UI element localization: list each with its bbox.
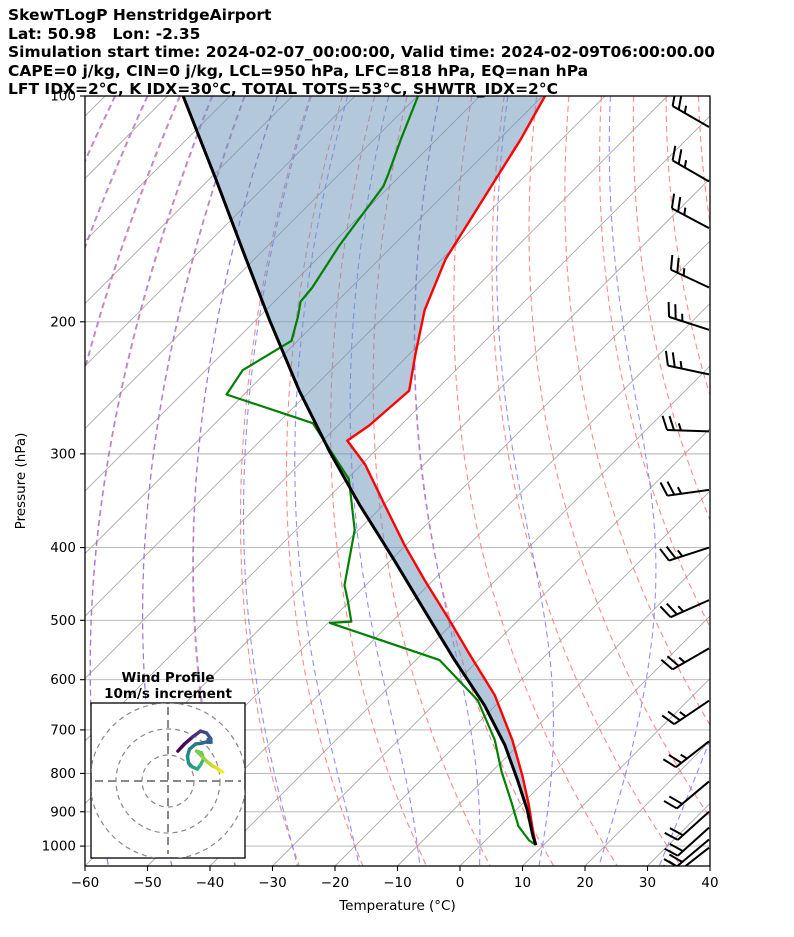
svg-text:−20: −20 — [321, 875, 350, 891]
header-lat-lon: Lat: 50.98 Lon: -2.35 — [8, 24, 201, 43]
svg-text:−40: −40 — [196, 875, 225, 891]
parcel-line — [181, 96, 538, 846]
svg-text:−60: −60 — [71, 875, 100, 891]
svg-text:800: 800 — [50, 766, 76, 782]
svg-text:300: 300 — [50, 446, 76, 462]
hodograph-title: Wind Profile — [121, 670, 214, 686]
svg-text:20: 20 — [576, 875, 593, 891]
svg-text:900: 900 — [50, 804, 76, 820]
svg-text:30: 30 — [639, 875, 656, 891]
svg-text:400: 400 — [50, 540, 76, 556]
hodograph-marker — [206, 737, 213, 744]
svg-text:−50: −50 — [133, 875, 162, 891]
svg-text:700: 700 — [50, 722, 76, 738]
hodograph-trace — [176, 729, 225, 774]
header-sim-time: Simulation start time: 2024-02-07_00:00:… — [8, 43, 716, 61]
hodograph-rings — [91, 703, 245, 858]
x-axis-tick-labels: −60 −50 −40 −30 −20 −10 0 10 20 30 40 — [71, 875, 719, 891]
dewpoint-line — [225, 96, 536, 846]
hodograph-subtitle: 10m/s increment — [104, 686, 232, 702]
temperature-line — [346, 96, 547, 846]
svg-text:100: 100 — [50, 89, 76, 105]
y-axis-ticks — [80, 95, 85, 847]
chart-title: SkewTLogP HenstridgeAirport — [8, 6, 272, 24]
y-axis-label: Pressure (hPa) — [13, 433, 29, 530]
wind-barbs — [659, 96, 710, 866]
svg-text:0: 0 — [456, 875, 465, 891]
x-axis-ticks — [84, 866, 711, 871]
svg-text:40: 40 — [701, 875, 718, 891]
moist-adiabat-lines — [85, 96, 710, 866]
svg-text:1000: 1000 — [42, 839, 76, 855]
y-axis-tick-labels: 100 200 300 400 500 600 700 800 900 1000 — [42, 89, 76, 855]
svg-text:200: 200 — [50, 314, 76, 330]
svg-text:−30: −30 — [258, 875, 287, 891]
header-cape-cin: CAPE=0 j/kg, CIN=0 j/kg, LCL=950 hPa, LF… — [8, 61, 589, 80]
chart-header: SkewTLogP HenstridgeAirport Lat: 50.98 L… — [8, 6, 715, 99]
header-indices: LFT IDX=2°C, K IDX=30°C, TOTAL TOTS=53°C… — [8, 80, 558, 98]
svg-text:−10: −10 — [383, 875, 412, 891]
x-axis-label: Temperature (°C) — [338, 898, 456, 914]
svg-text:10: 10 — [514, 875, 531, 891]
plot-area — [85, 96, 710, 866]
svg-text:500: 500 — [50, 613, 76, 629]
svg-text:600: 600 — [50, 672, 76, 688]
